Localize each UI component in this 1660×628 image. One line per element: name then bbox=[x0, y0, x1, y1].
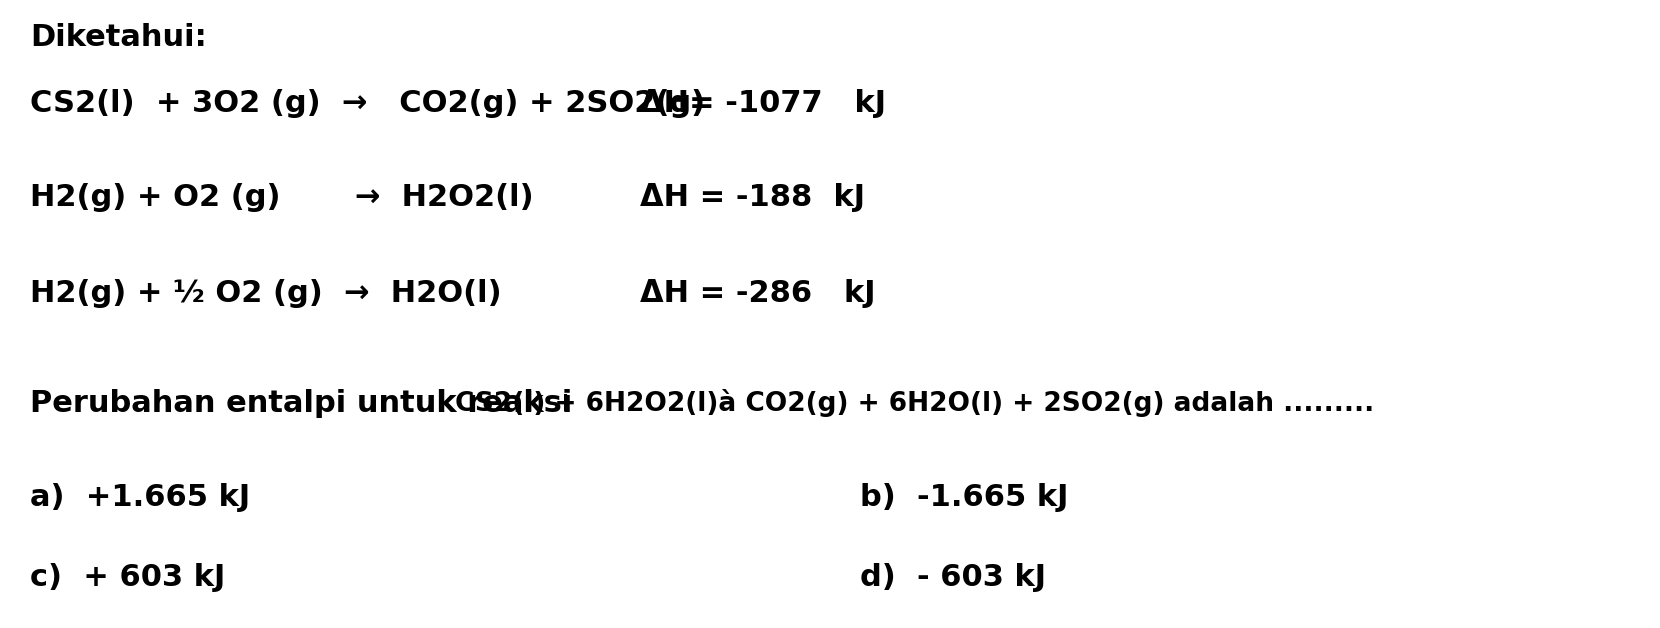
Text: ΔH = -286   kJ: ΔH = -286 kJ bbox=[641, 278, 875, 308]
Text: CS2(l)  + 3O2 (g)  →   CO2(g) + 2SO2(g): CS2(l) + 3O2 (g) → CO2(g) + 2SO2(g) bbox=[30, 89, 706, 117]
Text: ΔH = -188  kJ: ΔH = -188 kJ bbox=[641, 183, 865, 212]
Text: d)  - 603 kJ: d) - 603 kJ bbox=[860, 563, 1046, 592]
Text: b)  -1.665 kJ: b) -1.665 kJ bbox=[860, 484, 1069, 512]
Text: a)  +1.665 kJ: a) +1.665 kJ bbox=[30, 484, 251, 512]
Text: H2(g) + ½ O2 (g)  →  H2O(l): H2(g) + ½ O2 (g) → H2O(l) bbox=[30, 278, 501, 308]
Text: Perubahan entalpi untuk reaksi: Perubahan entalpi untuk reaksi bbox=[30, 389, 573, 418]
Text: Diketahui:: Diketahui: bbox=[30, 23, 208, 53]
Text: H2(g) + O2 (g)       →  H2O2(l): H2(g) + O2 (g) → H2O2(l) bbox=[30, 183, 533, 212]
Text: ΔH= -1077   kJ: ΔH= -1077 kJ bbox=[641, 89, 886, 117]
Text: CS2(l) + 6H2O2(l)à CO2(g) + 6H2O(l) + 2SO2(g) adalah .........: CS2(l) + 6H2O2(l)à CO2(g) + 6H2O(l) + 2S… bbox=[455, 389, 1374, 417]
Text: c)  + 603 kJ: c) + 603 kJ bbox=[30, 563, 226, 592]
